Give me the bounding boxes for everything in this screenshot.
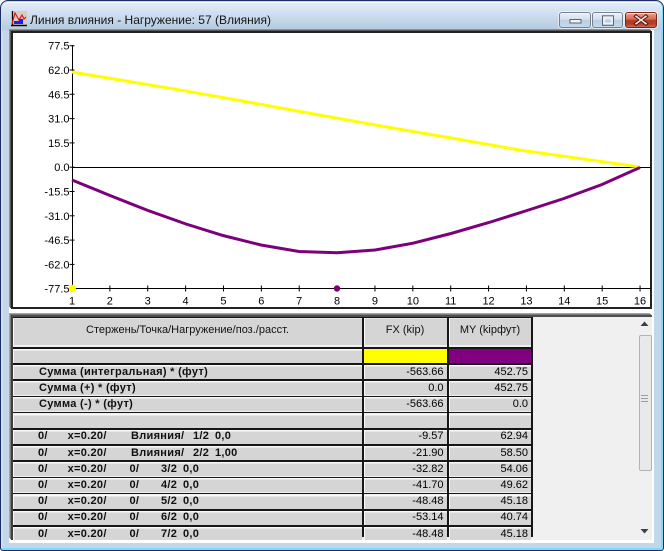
svg-text:-15.5: -15.5: [44, 186, 69, 198]
svg-text:-62.0: -62.0: [44, 259, 69, 271]
svg-text:9: 9: [372, 296, 378, 307]
svg-text:-77.5: -77.5: [44, 284, 69, 296]
svg-text:16: 16: [634, 296, 646, 307]
svg-text:14: 14: [558, 296, 570, 307]
svg-text:12: 12: [482, 296, 494, 307]
svg-text:31.0: 31.0: [48, 114, 69, 126]
svg-text:0.0: 0.0: [54, 162, 69, 174]
svg-text:8: 8: [334, 296, 340, 307]
svg-text:62.0: 62.0: [48, 65, 69, 77]
svg-text:-46.5: -46.5: [44, 235, 69, 247]
svg-text:15: 15: [596, 296, 608, 307]
svg-text:4: 4: [183, 296, 189, 307]
svg-text:77.5: 77.5: [48, 41, 69, 53]
svg-text:11: 11: [445, 296, 456, 307]
svg-text:10: 10: [407, 296, 419, 307]
svg-text:13: 13: [520, 296, 532, 307]
svg-text:2: 2: [107, 296, 113, 307]
svg-text:15.5: 15.5: [48, 138, 69, 150]
svg-text:7: 7: [296, 296, 302, 307]
svg-text:3: 3: [145, 296, 151, 307]
svg-text:6: 6: [258, 296, 264, 307]
svg-text:-31.0: -31.0: [44, 211, 69, 223]
svg-text:46.5: 46.5: [48, 89, 69, 101]
svg-text:1: 1: [69, 296, 75, 307]
svg-text:5: 5: [220, 296, 226, 307]
